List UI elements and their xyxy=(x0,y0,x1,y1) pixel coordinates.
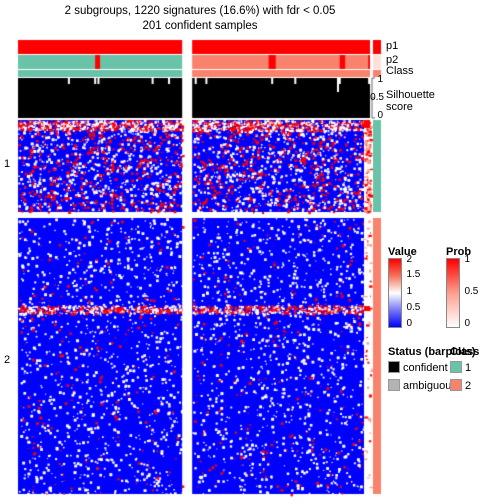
swatch-class-1 xyxy=(450,361,462,373)
legend-value-tick-0: 0 xyxy=(406,318,412,329)
anno-label-p1: p1 xyxy=(386,40,398,52)
silh-tick-1: 1 xyxy=(372,74,383,85)
legend-class-item-1: 1 xyxy=(450,358,502,376)
legend-class-item-2: 2 xyxy=(450,376,502,394)
row-group-label-2: 2 xyxy=(4,354,10,366)
legend-value-tick-15: 1.5 xyxy=(406,269,420,280)
row-group-label-1: 1 xyxy=(4,158,10,170)
swatch-confident xyxy=(388,361,400,373)
legend-value-tick-2: 2 xyxy=(406,254,412,265)
swatch-ambiguous xyxy=(388,379,400,391)
anno-label-class: Class xyxy=(386,65,414,77)
legend-class-title: Class xyxy=(450,346,502,358)
silh-tick-05: 0.5 xyxy=(368,92,384,103)
legend-prob-tick-0: 0 xyxy=(464,318,470,329)
silh-tick-0: 0 xyxy=(372,110,383,121)
legend-prob-bar xyxy=(446,258,460,328)
legend-prob: Prob 1 0.5 0 xyxy=(446,246,486,328)
figure-root: 2 subgroups, 1220 signatures (16.6%) wit… xyxy=(0,0,504,504)
legend-value-tick-1: 1 xyxy=(406,286,412,297)
anno-label-silhouette: Silhouette score xyxy=(386,90,435,113)
legend-value-bar xyxy=(388,258,402,328)
legend-prob-tick-1: 1 xyxy=(464,254,470,265)
swatch-class-2 xyxy=(450,379,462,391)
legend-prob-tick-05: 0.5 xyxy=(464,286,478,297)
legend-value-tick-05: 0.5 xyxy=(406,302,420,313)
legend-value: Value 2 1.5 1 0.5 0 xyxy=(388,246,428,328)
legend-class: Class 1 2 xyxy=(486,346,502,394)
